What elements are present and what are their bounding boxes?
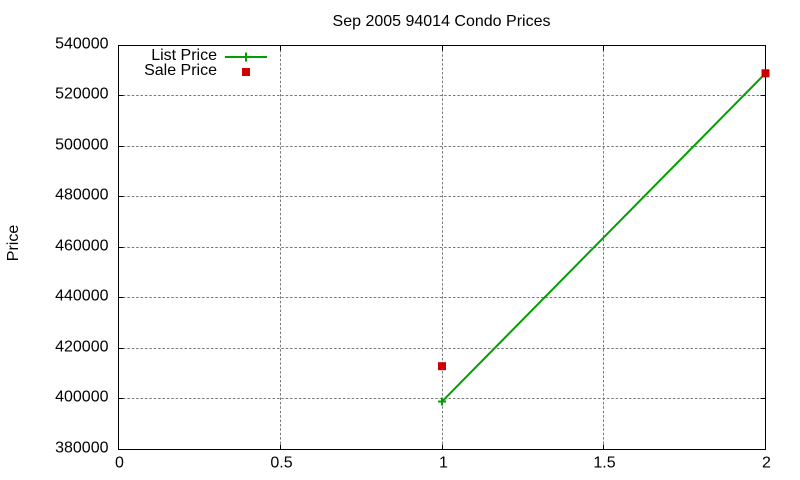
svg-text:460000: 460000 bbox=[55, 238, 108, 255]
svg-text:380000: 380000 bbox=[55, 440, 108, 457]
svg-text:2: 2 bbox=[762, 455, 771, 472]
svg-text:480000: 480000 bbox=[55, 187, 108, 204]
svg-text:Sep 2005 94014 Condo Prices: Sep 2005 94014 Condo Prices bbox=[333, 13, 551, 30]
svg-text:520000: 520000 bbox=[55, 86, 108, 103]
svg-text:Sale Price: Sale Price bbox=[144, 62, 217, 79]
svg-text:1.5: 1.5 bbox=[593, 455, 615, 472]
svg-text:Price: Price bbox=[5, 225, 22, 262]
svg-text:540000: 540000 bbox=[55, 36, 108, 53]
svg-text:1: 1 bbox=[439, 455, 448, 472]
svg-text:500000: 500000 bbox=[55, 137, 108, 154]
svg-text:420000: 420000 bbox=[55, 339, 108, 356]
svg-text:400000: 400000 bbox=[55, 389, 108, 406]
svg-text:List Price: List Price bbox=[151, 47, 217, 64]
svg-text:0.5: 0.5 bbox=[270, 455, 292, 472]
svg-text:440000: 440000 bbox=[55, 288, 108, 305]
svg-text:0: 0 bbox=[115, 455, 124, 472]
